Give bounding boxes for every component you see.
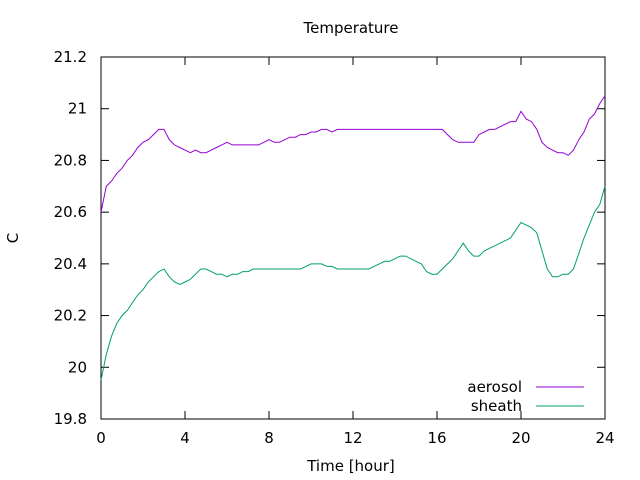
- y-tick-label: 20: [68, 358, 87, 376]
- x-tick-label: 8: [264, 429, 274, 447]
- x-tick-label: 0: [96, 429, 106, 447]
- aerosol-line: [100, 95, 606, 213]
- y-tick-label: 20.4: [54, 255, 87, 273]
- y-tick-label: 20.2: [54, 307, 87, 325]
- y-axis-label: C: [4, 233, 22, 243]
- x-axis-label: Time [hour]: [306, 457, 395, 475]
- x-tick-label: 24: [595, 429, 614, 447]
- y-tick-label: 21: [68, 100, 87, 118]
- y-tick-label: 20.8: [54, 151, 87, 169]
- x-tick-label: 12: [343, 429, 362, 447]
- axes: 19.8 20 20.2 20.4 20.6 20.8 21 21.2 0 4 8 12 16 20 24: [54, 48, 615, 447]
- y-tick-label: 20.6: [54, 203, 87, 221]
- plot-frame: [100, 56, 606, 420]
- x-tick-label: 20: [511, 429, 530, 447]
- legend-label-aerosol: aerosol: [467, 378, 522, 396]
- y-tick-label: 21.2: [54, 48, 87, 66]
- x-tick-label: 4: [180, 429, 190, 447]
- series-lines: [100, 95, 606, 381]
- x-tick-label: 16: [427, 429, 446, 447]
- chart-title: Temperature: [302, 19, 398, 37]
- sheath-line: [100, 186, 606, 381]
- y-tick-label: 19.8: [54, 410, 87, 428]
- legend-label-sheath: sheath: [471, 397, 522, 415]
